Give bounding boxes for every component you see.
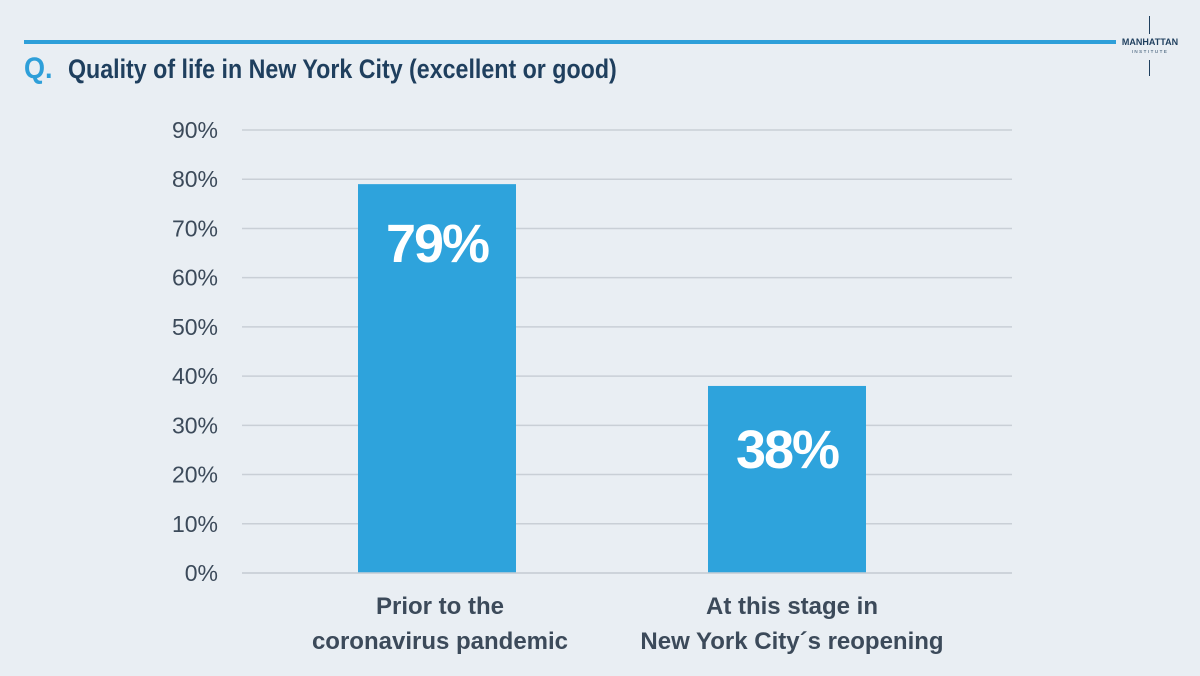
y-tick-label-30: 30% <box>172 412 218 438</box>
y-tick-label-70: 70% <box>172 215 218 241</box>
y-tick-label-50: 50% <box>172 314 218 340</box>
category-label-2-line-1: At this stage in <box>706 593 878 620</box>
bar-1 <box>358 184 516 573</box>
category-label-2-line-2: New York City´s reopening <box>640 628 943 655</box>
logo-divider-bottom <box>1149 60 1150 76</box>
category-label-1-line-2: coronavirus pandemic <box>312 628 568 655</box>
y-tick-label-0: 0% <box>185 560 218 586</box>
y-tick-label-20: 20% <box>172 462 218 488</box>
header-rule <box>24 40 1116 44</box>
question-header: Q. Quality of life in New York City (exc… <box>24 52 706 92</box>
y-tick-label-40: 40% <box>172 363 218 389</box>
category-label-1-line-1: Prior to the <box>376 593 504 620</box>
bar-value-label-1: 79% <box>386 214 489 274</box>
bar-2 <box>708 385 866 573</box>
logo-divider-top <box>1149 16 1150 34</box>
manhattan-institute-logo: MANHATTAN INSTITUTE <box>1116 16 1184 76</box>
y-tick-label-60: 60% <box>172 265 218 291</box>
question-prefix: Q. <box>24 52 53 85</box>
y-tick-label-90: 90% <box>172 117 218 143</box>
bar-value-label-2: 38% <box>736 420 839 480</box>
question-title: Quality of life in New York City (excell… <box>67 54 617 84</box>
logo-name: MANHATTAN <box>1121 37 1179 47</box>
logo-subtitle: INSTITUTE <box>1131 49 1169 54</box>
y-tick-label-10: 10% <box>172 511 218 537</box>
y-tick-label-80: 80% <box>172 166 218 192</box>
